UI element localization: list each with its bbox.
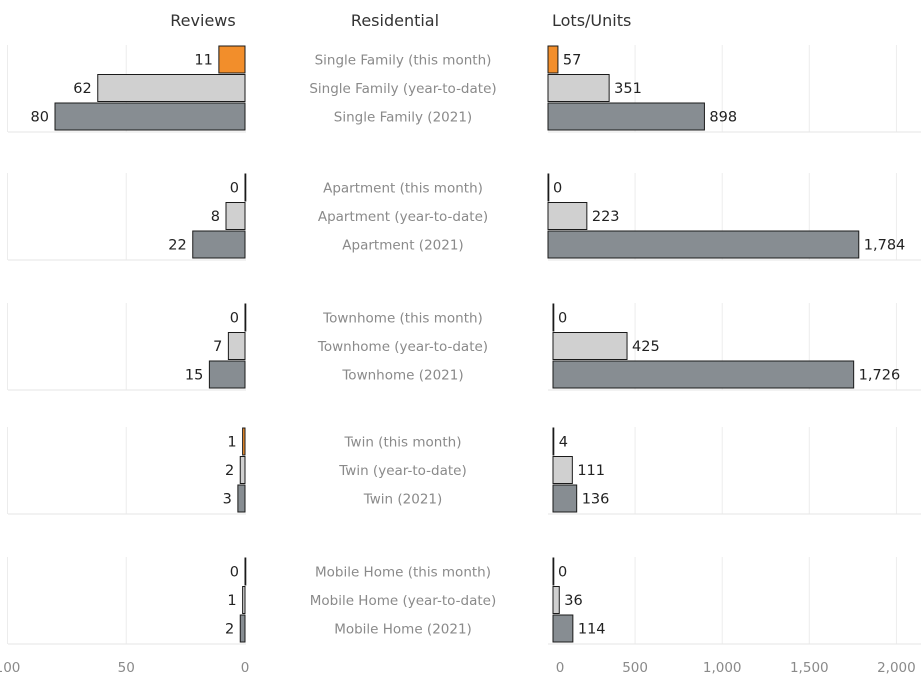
category-label: Twin (2021) bbox=[363, 492, 443, 508]
reviews-bar bbox=[242, 427, 246, 456]
units-bar bbox=[552, 332, 628, 360]
units-bar bbox=[552, 614, 574, 643]
units-value-label: 0 bbox=[553, 181, 562, 197]
units-value-label: 0 bbox=[558, 565, 567, 581]
reviews-value-label: 0 bbox=[230, 181, 239, 197]
reviews-bar bbox=[244, 557, 247, 586]
reviews-bar bbox=[239, 614, 246, 643]
units-bar bbox=[552, 484, 578, 513]
category-label: Single Family (this month) bbox=[315, 53, 492, 69]
units-axis-tick: 2,000 bbox=[877, 660, 916, 676]
reviews-bar bbox=[208, 360, 246, 389]
units-value-label: 57 bbox=[563, 53, 581, 69]
reviews-value-label: 80 bbox=[31, 110, 49, 126]
units-axis-tick: 0 bbox=[556, 660, 565, 676]
reviews-bar bbox=[54, 102, 246, 131]
units-bars bbox=[547, 45, 860, 643]
reviews-value-label: 1 bbox=[227, 435, 236, 451]
units-value-label: 1,726 bbox=[859, 368, 901, 384]
units-axis-tick: 500 bbox=[622, 660, 648, 676]
units-bar bbox=[547, 74, 610, 102]
units-bar bbox=[552, 427, 555, 456]
reviews-bars bbox=[54, 45, 247, 643]
category-labels: Single Family (this month) Single Family … bbox=[309, 53, 496, 638]
reviews-bar bbox=[97, 74, 246, 102]
units-bar bbox=[552, 586, 560, 614]
category-label: Twin (this month) bbox=[344, 435, 462, 451]
reviews-bar bbox=[244, 303, 247, 332]
units-bar bbox=[552, 456, 573, 484]
reviews-axis-tick: 100 bbox=[0, 660, 20, 676]
reviews-bar bbox=[225, 202, 246, 230]
reviews-bar bbox=[218, 45, 246, 74]
reviews-bar bbox=[237, 484, 246, 513]
units-header: Lots/Units bbox=[552, 11, 631, 30]
residential-header: Residential bbox=[351, 11, 439, 30]
reviews-value-label: 2 bbox=[225, 622, 234, 638]
category-label: Mobile Home (2021) bbox=[334, 622, 472, 638]
units-value-label: 111 bbox=[577, 463, 605, 479]
reviews-value-label: 11 bbox=[194, 53, 212, 69]
reviews-value-label: 15 bbox=[185, 368, 203, 384]
reviews-value-label: 0 bbox=[230, 565, 239, 581]
units-bar bbox=[547, 230, 860, 259]
units-axis-tick: 1,500 bbox=[790, 660, 829, 676]
units-bar bbox=[547, 202, 588, 230]
units-bar bbox=[552, 303, 555, 332]
category-label: Mobile Home (this month) bbox=[315, 565, 491, 581]
units-value-label: 898 bbox=[709, 110, 737, 126]
reviews-value-label: 8 bbox=[211, 209, 220, 225]
reviews-value-label: 2 bbox=[225, 463, 234, 479]
reviews-axis-tick: 50 bbox=[118, 660, 135, 676]
units-value-label: 114 bbox=[578, 622, 606, 638]
reviews-value-label: 22 bbox=[168, 238, 186, 254]
category-label: Townhome (2021) bbox=[341, 368, 463, 384]
gridlines bbox=[7, 45, 921, 645]
reviews-value-label: 1 bbox=[227, 593, 236, 609]
units-bar bbox=[552, 557, 555, 586]
category-label: Apartment (this month) bbox=[323, 181, 483, 197]
units-value-label: 0 bbox=[558, 311, 567, 327]
reviews-value-label: 0 bbox=[230, 311, 239, 327]
category-label: Mobile Home (year-to-date) bbox=[310, 593, 497, 609]
reviews-header: Reviews bbox=[170, 11, 235, 30]
reviews-axis-tick: 0 bbox=[241, 660, 250, 676]
reviews-bar bbox=[244, 173, 247, 202]
units-bar bbox=[547, 102, 705, 131]
units-value-label: 36 bbox=[564, 593, 582, 609]
units-bar bbox=[552, 360, 855, 389]
category-label: Single Family (2021) bbox=[334, 110, 472, 126]
reviews-bar bbox=[239, 456, 246, 484]
units-bar bbox=[547, 45, 559, 74]
units-axis-tick: 1,000 bbox=[703, 660, 742, 676]
reviews-bar bbox=[192, 230, 246, 259]
reviews-value-label: 62 bbox=[73, 81, 91, 97]
units-value-label: 136 bbox=[582, 492, 610, 508]
reviews-bar bbox=[242, 586, 246, 614]
units-value-label: 1,784 bbox=[864, 238, 906, 254]
category-label: Single Family (year-to-date) bbox=[309, 81, 496, 97]
reviews-value-label: 3 bbox=[223, 492, 232, 508]
category-label: Townhome (this month) bbox=[322, 311, 483, 327]
units-bar bbox=[547, 173, 550, 202]
reviews-bar bbox=[227, 332, 246, 360]
units-value-label: 4 bbox=[559, 435, 568, 451]
category-label: Townhome (year-to-date) bbox=[317, 339, 488, 355]
reviews-value-label: 7 bbox=[213, 339, 222, 355]
units-value-label: 223 bbox=[592, 209, 620, 225]
units-value-label: 425 bbox=[632, 339, 660, 355]
category-label: Apartment (year-to-date) bbox=[318, 209, 488, 225]
units-value-label: 351 bbox=[614, 81, 642, 97]
category-label: Twin (year-to-date) bbox=[338, 463, 466, 479]
category-label: Apartment (2021) bbox=[342, 238, 463, 254]
